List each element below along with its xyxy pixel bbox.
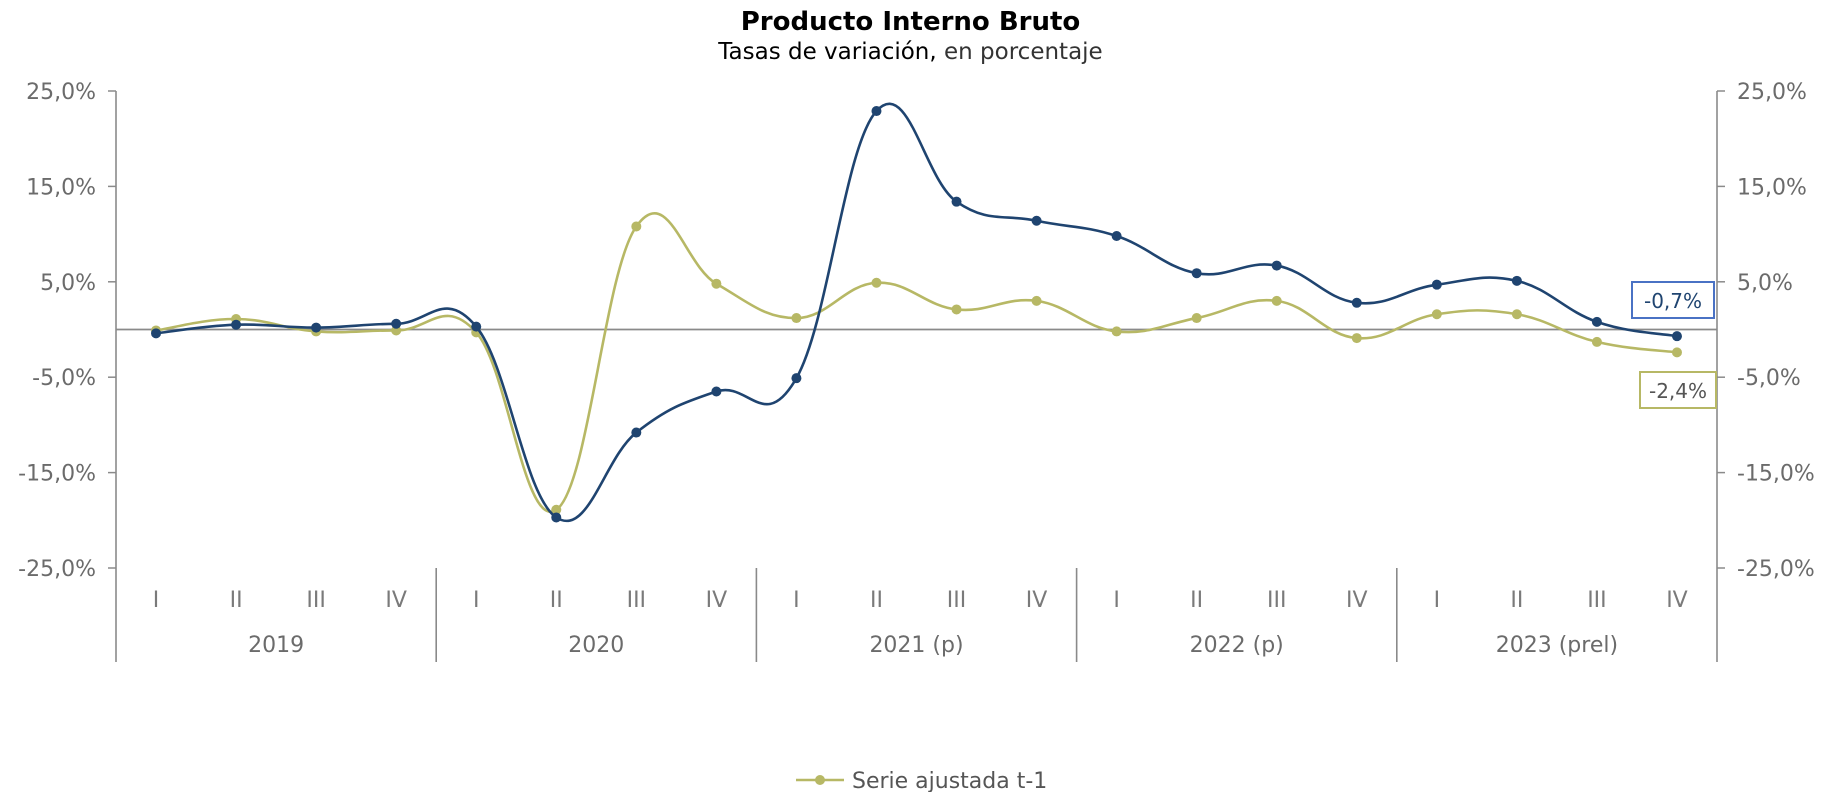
data-point-original: [1592, 317, 1602, 327]
data-point-adjusted: [1192, 313, 1202, 323]
data-point-original: [711, 387, 721, 397]
y-tick-label-left: 5,0%: [40, 271, 96, 296]
y-tick-label-right: -5,0%: [1737, 366, 1801, 391]
legend-label: Serie ajustada t-1: [852, 769, 1047, 792]
series-line-adjusted: [156, 213, 1677, 511]
y-tick-label-right: -25,0%: [1737, 557, 1815, 582]
quarter-label: II: [550, 588, 563, 613]
quarter-label: I: [793, 588, 800, 613]
y-tick-label-right: -15,0%: [1737, 462, 1815, 487]
data-point-original: [791, 373, 801, 383]
quarter-label: III: [306, 588, 325, 613]
quarter-label: I: [473, 588, 480, 613]
year-label: 2023 (prel): [1496, 633, 1618, 658]
y-tick-label-right: 25,0%: [1737, 80, 1807, 105]
data-point-adjusted: [711, 279, 721, 289]
data-point-original: [551, 512, 561, 522]
series-layer: [151, 104, 1682, 523]
quarter-label: III: [627, 588, 646, 613]
data-point-original: [1192, 268, 1202, 278]
y-tick-label-left: -15,0%: [18, 462, 96, 487]
y-tick-label-left: 15,0%: [26, 175, 96, 200]
data-point-adjusted: [791, 313, 801, 323]
quarter-label: IV: [1026, 588, 1048, 613]
data-point-adjusted: [1672, 347, 1682, 357]
data-point-original: [1672, 331, 1682, 341]
data-point-original: [952, 197, 962, 207]
year-label: 2021 (p): [869, 633, 963, 658]
data-point-original: [391, 319, 401, 329]
labels-layer: -0,7% -2,4%: [1632, 282, 1716, 408]
data-point-adjusted: [1032, 296, 1042, 306]
year-label: 2022 (p): [1190, 633, 1284, 658]
quarter-label: II: [1190, 588, 1203, 613]
data-point-original: [1032, 216, 1042, 226]
y-tick-label-left: 25,0%: [26, 80, 96, 105]
data-point-original: [631, 428, 641, 438]
quarter-label: III: [947, 588, 966, 613]
y-tick-label-right: 15,0%: [1737, 175, 1807, 200]
data-point-original: [1272, 261, 1282, 271]
quarter-label: III: [1587, 588, 1606, 613]
data-point-adjusted: [952, 304, 962, 314]
year-label: 2019: [248, 633, 304, 658]
data-point-original: [471, 322, 481, 332]
data-point-adjusted: [1512, 309, 1522, 319]
y-tick-label-left: -5,0%: [32, 366, 96, 391]
quarter-label: II: [1510, 588, 1523, 613]
end-label-original: -0,7%: [1644, 289, 1702, 313]
data-point-adjusted: [1352, 333, 1362, 343]
data-point-original: [1352, 298, 1362, 308]
y-tick-label-right: 5,0%: [1737, 271, 1793, 296]
quarter-label: II: [230, 588, 243, 613]
quarter-label: I: [1113, 588, 1120, 613]
data-point-adjusted: [1432, 309, 1442, 319]
data-point-original: [311, 323, 321, 333]
data-point-adjusted: [1272, 296, 1282, 306]
quarter-label: III: [1267, 588, 1286, 613]
y-tick-label-left: -25,0%: [18, 557, 96, 582]
data-point-original: [1112, 231, 1122, 241]
data-point-adjusted: [871, 278, 881, 288]
quarter-label: I: [1434, 588, 1441, 613]
data-point-original: [1512, 276, 1522, 286]
quarter-label: IV: [1666, 588, 1688, 613]
quarter-label: IV: [385, 588, 407, 613]
end-label-adjusted: -2,4%: [1649, 379, 1707, 403]
quarter-label: II: [870, 588, 883, 613]
axes-layer: 25,0% 25,0% 15,0% 15,0% 5,0% 5,0% -5,0% -5,0% -1…: [18, 80, 1815, 662]
legend-marker: [815, 775, 825, 785]
data-point-original: [871, 106, 881, 116]
year-label: 2020: [568, 633, 624, 658]
data-point-original: [1432, 280, 1442, 290]
data-point-adjusted: [1592, 337, 1602, 347]
data-point-original: [151, 328, 161, 338]
legend-layer: Serie ajustada t-1: [796, 769, 1047, 792]
quarter-label: IV: [706, 588, 728, 613]
data-point-adjusted: [1112, 326, 1122, 336]
data-point-adjusted: [631, 221, 641, 231]
quarter-label: IV: [1346, 588, 1368, 613]
quarter-label: I: [153, 588, 160, 613]
data-point-original: [231, 320, 241, 330]
